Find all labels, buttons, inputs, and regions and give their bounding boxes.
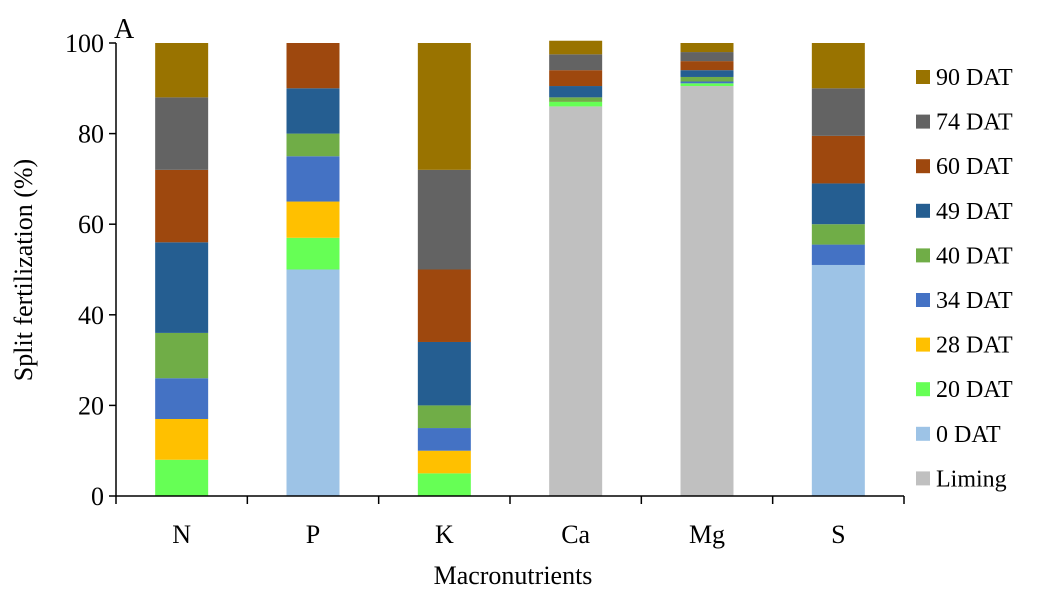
bar-segment xyxy=(286,237,340,270)
y-tick-label: 20 xyxy=(78,391,104,420)
legend-swatch xyxy=(916,159,930,174)
bar-segment xyxy=(417,269,471,342)
bar-segment xyxy=(549,86,603,98)
legend-label: 0 DAT xyxy=(936,422,1001,448)
legend-label: 90 DAT xyxy=(936,65,1013,91)
y-tick-label: 100 xyxy=(65,29,104,58)
y-tick-label: 40 xyxy=(78,301,104,330)
y-ticks: 0 20 40 60 80 100 xyxy=(65,29,116,511)
bar-segment xyxy=(155,242,209,333)
y-tick-label: 0 xyxy=(91,482,104,511)
bar-segment xyxy=(286,269,340,496)
legend-swatch xyxy=(916,70,930,84)
bar-segment xyxy=(155,332,209,379)
legend-label: Liming xyxy=(936,466,1007,492)
legend-swatch xyxy=(916,248,930,263)
bar-segment xyxy=(417,473,471,496)
legend-label: 40 DAT xyxy=(936,243,1013,269)
bar-segment xyxy=(286,201,340,238)
bars-layer xyxy=(155,40,865,497)
legend-swatch xyxy=(916,382,930,397)
axes-layer xyxy=(115,43,904,497)
bar-segment xyxy=(417,428,471,451)
bar-segment xyxy=(811,88,865,136)
bar-segment xyxy=(155,43,209,98)
bar-segment xyxy=(680,81,734,84)
bar-segment xyxy=(811,244,865,265)
bar-segment xyxy=(417,405,471,429)
legend-label: 74 DAT xyxy=(936,110,1013,136)
x-tick-label: Ca xyxy=(561,520,590,549)
x-tick-label: Mg xyxy=(689,520,725,549)
legend-swatch xyxy=(916,203,930,218)
bar-segment xyxy=(286,88,340,134)
y-axis-title: Split fertilization (%) xyxy=(9,159,38,381)
legend-label: 28 DAT xyxy=(936,333,1013,359)
x-tick-label: N xyxy=(172,520,191,549)
x-tick-label: K xyxy=(435,520,454,549)
panel-label: A xyxy=(114,14,135,45)
legend-label: 20 DAT xyxy=(936,377,1013,403)
bar-segment xyxy=(811,183,865,225)
bar-segment xyxy=(549,54,603,71)
bar-segment xyxy=(417,450,471,474)
bar-segment xyxy=(549,70,603,87)
legend-swatch xyxy=(916,337,930,352)
bar-segment xyxy=(155,418,209,460)
bar-segment xyxy=(549,40,603,55)
legend: 90 DAT 74 DAT 60 DAT 49 DAT 40 DAT 34 DAT 28 D… xyxy=(916,65,1013,492)
bar-segment xyxy=(286,43,340,89)
x-tick-label: P xyxy=(306,520,320,549)
bar-segment xyxy=(811,264,865,496)
legend-swatch xyxy=(916,471,930,486)
y-tick-label: 60 xyxy=(78,210,104,239)
bar-segment xyxy=(680,76,734,82)
bar-segment xyxy=(811,224,865,245)
bar-segment xyxy=(549,101,603,107)
bar-segment xyxy=(549,97,603,102)
legend-swatch xyxy=(916,293,930,307)
x-tick-label: S xyxy=(831,520,845,549)
legend-label: 34 DAT xyxy=(936,288,1013,314)
bar-segment xyxy=(286,156,340,202)
legend-label: 60 DAT xyxy=(936,154,1013,180)
bar-segment xyxy=(811,43,865,89)
bar-segment xyxy=(155,97,209,170)
bar-segment xyxy=(417,169,471,270)
bar-segment xyxy=(680,86,734,496)
x-ticks: N P K Ca Mg S xyxy=(115,496,905,549)
bar-segment xyxy=(286,133,340,157)
bar-segment xyxy=(155,169,209,243)
bar-segment xyxy=(155,459,209,496)
legend-label: 49 DAT xyxy=(936,199,1013,225)
y-tick-label: 80 xyxy=(78,120,104,149)
bar-segment xyxy=(680,70,734,77)
bar-segment xyxy=(680,43,734,53)
bar-segment xyxy=(417,341,471,406)
legend-swatch xyxy=(916,114,930,129)
bar-segment xyxy=(811,135,865,184)
bar-segment xyxy=(680,61,734,71)
legend-swatch xyxy=(916,426,930,441)
bar-segment xyxy=(549,106,603,497)
x-axis-title: Macronutrients xyxy=(434,561,593,587)
bar-segment xyxy=(417,43,471,170)
bar-segment xyxy=(680,83,734,87)
bar-segment xyxy=(155,378,209,419)
bar-segment xyxy=(680,52,734,62)
